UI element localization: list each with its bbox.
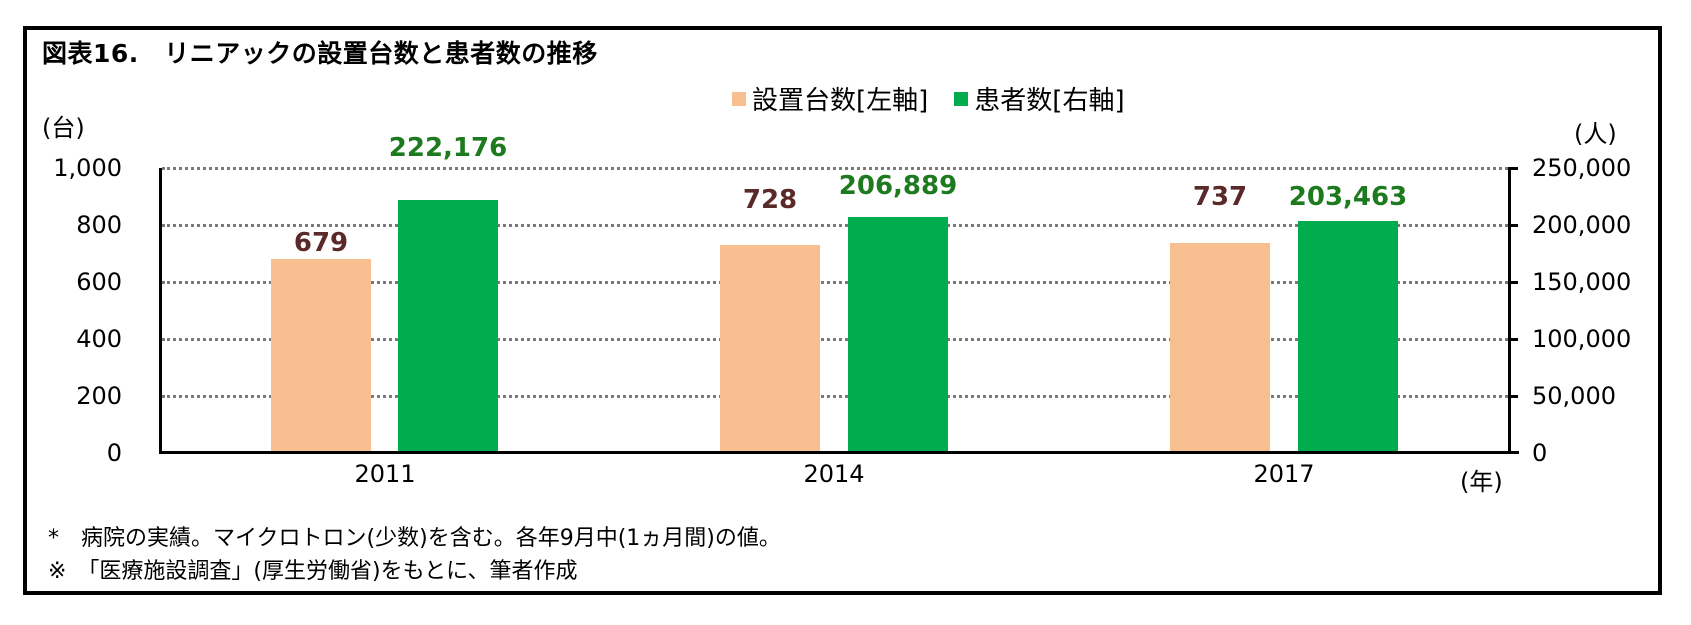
left-tick: 200 [76, 382, 122, 410]
value-label-patients-2011: 222,176 [388, 133, 508, 163]
chart-title: 図表16. リニアックの設置台数と患者数の推移 [42, 39, 598, 68]
x-axis [159, 451, 1519, 454]
legend-swatch-patients [954, 91, 969, 106]
right-tick-mark [1508, 167, 1518, 170]
right-axis-unit: (人) [1574, 120, 1617, 148]
bar-installed-2017 [1170, 243, 1270, 452]
right-tick: 50,000 [1532, 382, 1616, 410]
gridline-400 [162, 338, 1508, 341]
footnote-2: ※ 「医療施設調査」(厚生労働省)をもとに、筆者作成 [48, 559, 578, 584]
x-tick-2011: 2011 [354, 460, 416, 488]
footnote-1: * 病院の実績。マイクロトロン(少数)を含む。各年9月中(1ヵ月間)の値。 [48, 526, 781, 551]
gridline-600 [162, 281, 1508, 284]
right-axis [1508, 168, 1511, 454]
value-label-installed-2011: 679 [293, 228, 349, 258]
left-axis [159, 168, 162, 454]
left-tick: 0 [106, 439, 122, 467]
left-tick: 1,000 [53, 154, 122, 182]
left-tick: 800 [76, 211, 122, 239]
x-tick-2017: 2017 [1253, 460, 1315, 488]
gridline-800 [162, 224, 1508, 227]
legend-swatch-installed [732, 91, 746, 106]
x-tick-2014: 2014 [803, 460, 865, 488]
gridline-1000 [162, 167, 1508, 170]
legend-item-installed: 設置台数[左軸] [732, 80, 928, 117]
right-tick-mark [1508, 395, 1518, 398]
bar-patients-2014 [848, 217, 948, 452]
right-tick: 200,000 [1532, 211, 1632, 239]
value-label-patients-2017: 203,463 [1288, 182, 1408, 212]
right-tick: 150,000 [1532, 268, 1632, 296]
bar-installed-2011 [271, 259, 371, 452]
value-label-installed-2017: 737 [1192, 182, 1248, 212]
x-axis-unit: (年) [1460, 468, 1503, 496]
right-tick-mark [1508, 281, 1518, 284]
value-label-patients-2014: 206,889 [838, 171, 958, 201]
value-label-installed-2014: 728 [742, 185, 798, 215]
right-tick: 250,000 [1532, 154, 1632, 182]
legend: 設置台数[左軸] 患者数[右軸] [732, 80, 1151, 117]
right-tick-mark [1508, 338, 1518, 341]
bar-installed-2014 [720, 245, 820, 452]
left-tick: 600 [76, 268, 122, 296]
right-tick-mark [1508, 224, 1518, 227]
bar-patients-2011 [398, 200, 498, 452]
right-tick: 0 [1532, 439, 1548, 467]
left-tick: 400 [76, 325, 122, 353]
legend-label-patients: 患者数[右軸] [974, 86, 1125, 116]
right-tick: 100,000 [1532, 325, 1632, 353]
gridline-200 [162, 395, 1508, 398]
left-axis-unit: (台) [42, 114, 85, 142]
legend-item-patients: 患者数[右軸] [954, 80, 1125, 117]
bar-patients-2017 [1298, 221, 1398, 452]
legend-label-installed: 設置台数[左軸] [752, 86, 929, 116]
